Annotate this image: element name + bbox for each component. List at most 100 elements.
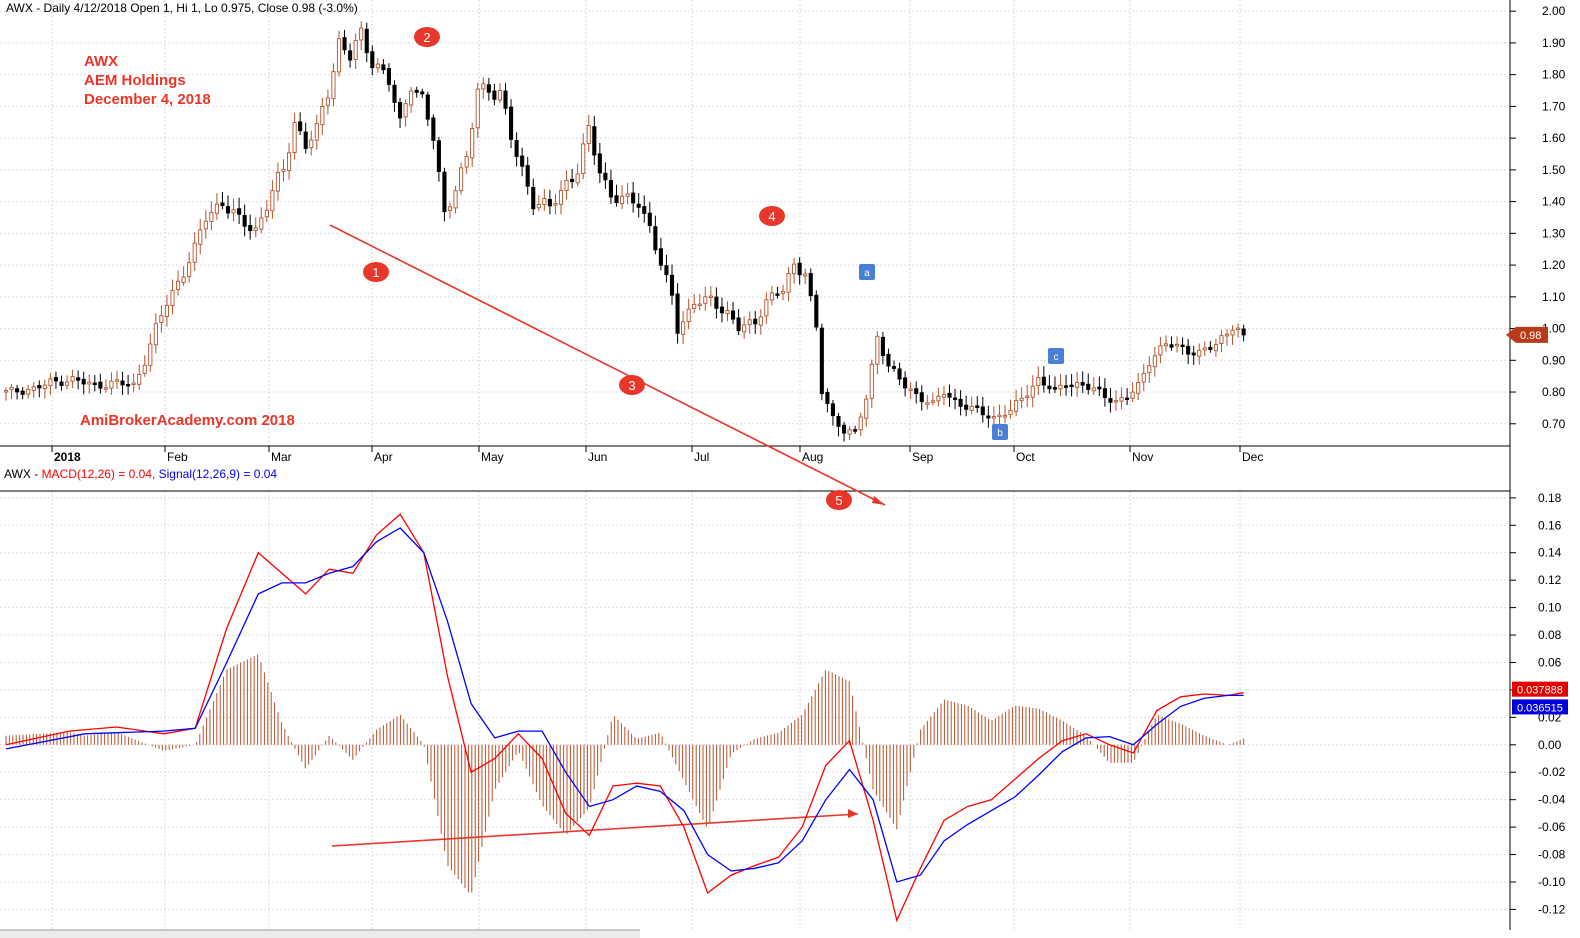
watermark-text: AmiBrokerAcademy.com 2018 [80, 412, 295, 429]
candle-body [1036, 377, 1041, 387]
signal-value-tag-text: 0.036515 [1517, 702, 1563, 714]
candle-body [270, 190, 275, 212]
pattern-label-b-text: b [997, 428, 1003, 439]
candle-body [214, 203, 219, 214]
candle-body [1152, 355, 1157, 368]
candle-body [353, 40, 358, 60]
candle-body [997, 414, 1002, 418]
macd-header-label: MACD(12,26) = 0.04, [42, 467, 156, 481]
price-axis-tick-label: 1.60 [1542, 131, 1566, 145]
candle-body [81, 378, 86, 385]
candle-body [292, 122, 297, 153]
candle-body [547, 198, 552, 207]
candle-body [1086, 383, 1091, 390]
candle-body [769, 292, 774, 301]
candle-body [1213, 344, 1218, 352]
candle-body [542, 198, 547, 206]
candle-body [1163, 343, 1168, 347]
candle-body [714, 296, 719, 309]
macd-value-tag-shape [1512, 681, 1568, 697]
candle-body [669, 274, 675, 296]
candle-body [1025, 395, 1030, 398]
candle-body [808, 273, 813, 297]
candle-body [731, 310, 736, 320]
candle-body [175, 280, 181, 290]
candle-body [398, 102, 403, 119]
pattern-label-c-text: c [1054, 352, 1059, 363]
candle-body [1169, 344, 1174, 348]
candle-body [114, 379, 120, 382]
candle-body [37, 385, 42, 389]
candle-body [797, 262, 802, 276]
candle-body [203, 220, 208, 230]
macd-value-tag-text: 0.037888 [1517, 685, 1563, 697]
candle-body [225, 206, 231, 214]
candle-body [969, 405, 974, 411]
price-axis-tick-label: 1.80 [1542, 68, 1566, 82]
candle-body [192, 242, 197, 263]
candle-body [531, 186, 536, 210]
candle-body [1052, 387, 1057, 390]
candle-body [309, 139, 314, 149]
candle-body [858, 416, 863, 431]
candle-body [392, 84, 397, 103]
candle-body [703, 296, 708, 304]
candle-body [109, 380, 114, 389]
candle-body [475, 88, 480, 129]
candle-body [625, 193, 630, 197]
candle-body [675, 293, 680, 334]
candle-body [364, 28, 369, 54]
candle-body [597, 153, 602, 174]
candle-body [747, 319, 752, 326]
candle-body [514, 140, 519, 157]
candle-body [1063, 385, 1069, 388]
candle-body [903, 377, 908, 389]
date-axis-label: Dec [1242, 450, 1263, 464]
sheet-tab-strip[interactable] [0, 929, 640, 938]
candle-body [414, 89, 419, 93]
macd-axis-tick-label: -0.08 [1538, 848, 1566, 862]
candle-body [470, 128, 475, 159]
candle-body [725, 310, 730, 314]
candle-body [1069, 384, 1074, 388]
candle-body [664, 265, 669, 276]
date-axis-label: Nov [1132, 450, 1153, 464]
macd-axis-tick-label: -0.02 [1538, 765, 1566, 779]
candle-body [87, 381, 92, 385]
wave-label-4: 4 [759, 206, 785, 226]
last-price-tag: 0.98 [1506, 326, 1548, 343]
candle-body [631, 192, 636, 204]
wave-label-1: 1 [363, 262, 389, 282]
macd-axis-tick-label: 0.16 [1538, 518, 1562, 532]
candle-body [1080, 381, 1085, 386]
candle-body [70, 376, 75, 382]
candle-body [536, 204, 541, 209]
candle-body [1130, 391, 1135, 399]
date-axis-label: 2018 [54, 450, 81, 464]
macd-axis-tick-label: -0.04 [1538, 793, 1566, 807]
candle-body [742, 324, 747, 333]
candle-body [825, 392, 830, 404]
candle-body [914, 388, 919, 394]
candle-body [436, 140, 441, 172]
candle-body [447, 206, 453, 211]
candle-body [620, 195, 625, 205]
candle-body [231, 209, 236, 214]
candle-body [15, 388, 20, 393]
candle-body [375, 63, 380, 69]
annotation-title-line-2: AEM Holdings [84, 72, 186, 89]
price-downtrend-line [329, 224, 886, 506]
candle-body [1219, 335, 1224, 344]
candle-body [647, 212, 652, 227]
candle-body [575, 173, 580, 184]
candle-body [126, 384, 131, 387]
candle-body [753, 318, 758, 325]
candle-body [1041, 376, 1046, 386]
candle-body [486, 84, 491, 93]
candle-body [847, 429, 852, 435]
candle-body [76, 377, 81, 381]
macd-uptrend-line [331, 813, 859, 847]
pattern-label-a-text: a [864, 268, 870, 279]
candle-body [342, 37, 347, 51]
macd-axis-tick-label: 0.06 [1538, 655, 1562, 669]
